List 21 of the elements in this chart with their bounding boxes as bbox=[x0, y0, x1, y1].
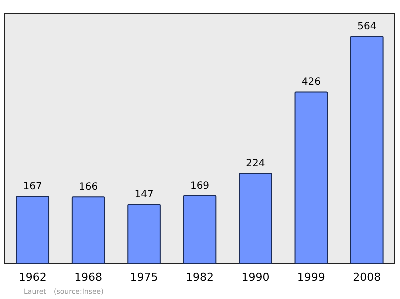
bar bbox=[128, 204, 161, 264]
x-tick-label: 2008 bbox=[353, 271, 382, 284]
data-label: 224 bbox=[246, 158, 266, 170]
data-label: 167 bbox=[23, 182, 42, 193]
x-tick-label: 1990 bbox=[242, 271, 270, 284]
x-tick-label: 1999 bbox=[297, 271, 326, 284]
bar bbox=[239, 173, 272, 264]
data-label: 147 bbox=[134, 190, 154, 201]
x-tick-label: 1982 bbox=[186, 271, 214, 284]
bar bbox=[350, 36, 384, 264]
x-tick-label: 1975 bbox=[130, 271, 158, 284]
bar bbox=[183, 195, 217, 264]
data-label: 426 bbox=[302, 77, 321, 88]
bar bbox=[294, 92, 328, 264]
data-label: 169 bbox=[190, 180, 210, 192]
x-tick-label: 1968 bbox=[74, 271, 103, 284]
data-label: 564 bbox=[358, 22, 377, 33]
data-label: 166 bbox=[79, 182, 98, 194]
x-tick-label: 1962 bbox=[18, 271, 47, 284]
bar bbox=[72, 196, 106, 264]
bar bbox=[16, 196, 50, 264]
